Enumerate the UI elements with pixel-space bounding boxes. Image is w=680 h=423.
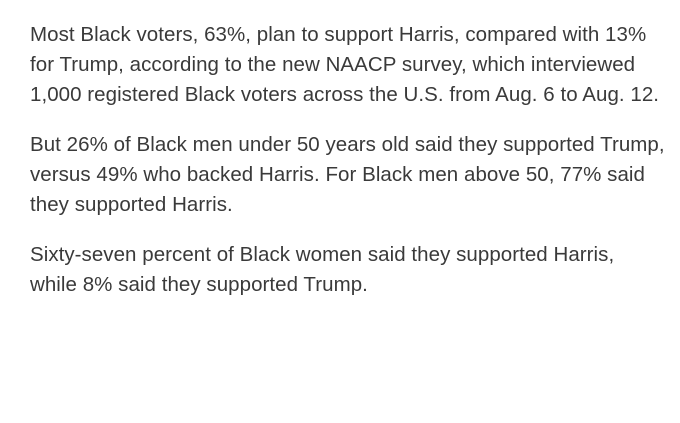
article-paragraph-1: Most Black voters, 63%, plan to support …	[30, 23, 660, 106]
article-paragraph-3: Sixty-seven percent of Black women said …	[30, 243, 615, 296]
article-paragraph-2: But 26% of Black men under 50 years old …	[30, 133, 665, 216]
